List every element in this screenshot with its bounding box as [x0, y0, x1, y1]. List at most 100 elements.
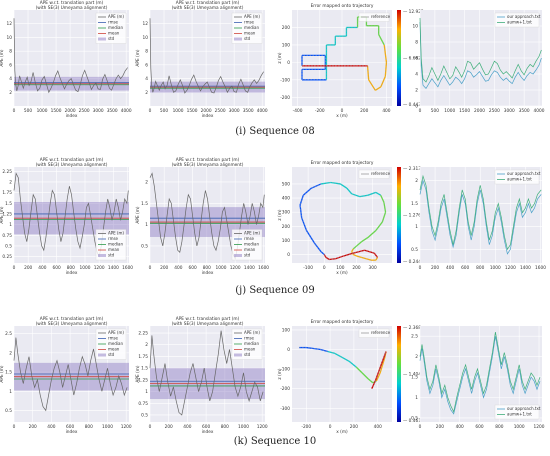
x-tick-label: 400 — [183, 424, 191, 430]
colorbar — [397, 167, 401, 263]
x-tick-label: 3500 — [107, 108, 118, 114]
y-tick-label: 4 — [9, 76, 12, 82]
x-tick-label: 1000 — [80, 265, 91, 271]
trajectory-segment — [361, 372, 369, 380]
reference-path — [299, 182, 386, 261]
y-tick-label: 10 — [143, 35, 149, 41]
y-tick-label: 1 — [415, 224, 418, 230]
colorbar-mid-label: — 6.682 — [403, 56, 421, 62]
y-tick-label: 0.5 — [411, 415, 418, 421]
y-tick-label: 1 — [145, 222, 148, 228]
chart-title: Error mapped onto trajectory — [311, 3, 374, 9]
legend-box — [358, 328, 390, 338]
colorbar-min-label: — 0.443 — [403, 102, 421, 108]
reference-path — [299, 347, 387, 389]
y-tick-label: 1.75 — [138, 354, 148, 360]
legend-label: rmse — [244, 20, 255, 25]
x-tick-label: 0 — [329, 424, 332, 430]
colorbar-mid-label: — 1.404 — [403, 372, 421, 378]
x-tick-label: 600 — [52, 265, 60, 271]
x-tick-label: 800 — [476, 265, 484, 271]
chart-title: Error mapped onto trajectory — [311, 319, 374, 325]
x-tick-label: 1000 — [216, 265, 227, 271]
x-tick-label: 1500 — [187, 108, 198, 114]
x-tick-label: 1000 — [490, 265, 501, 271]
x-tick-label: 400 — [47, 424, 55, 430]
x-tick-label: 0 — [419, 424, 422, 430]
legend-label: std — [244, 36, 251, 41]
chart-subtitle: (with SE(3) Umeyama alignment) — [36, 5, 108, 11]
y-tick-label: 0.5 — [141, 243, 148, 249]
x-tick-label: 0 — [149, 108, 152, 114]
legend-label: aumw+1.txt — [507, 177, 532, 182]
y-tick-label: 100 — [282, 238, 290, 244]
series-line — [149, 18, 264, 94]
series-line — [13, 18, 128, 94]
y-axis-label: APE (m) — [135, 365, 141, 382]
chart-subtitle: (with SE(3) Umeyama alignment) — [172, 321, 244, 327]
y-tick-label: 2.25 — [2, 169, 12, 175]
legend-label: std — [108, 352, 115, 357]
x-axis-label: index — [202, 429, 214, 435]
y-tick-label: 200 — [282, 224, 290, 230]
x-axis-label: x (m) — [336, 429, 348, 435]
legend-label: mean — [244, 247, 256, 252]
y-tick-label: 1.25 — [138, 377, 148, 383]
x-tick-label: 0 — [419, 108, 422, 114]
series-line — [13, 337, 128, 412]
legend-box — [494, 169, 540, 185]
y-tick-label: 1.5 — [411, 201, 418, 207]
y-tick-label: 2.5 — [411, 334, 418, 340]
y-tick-label: 12 — [7, 21, 13, 27]
trajectory-segment — [335, 255, 344, 260]
x-tick-label: 1400 — [108, 265, 119, 271]
x-tick-label: 1000 — [444, 108, 455, 114]
trajectory-segment — [371, 380, 376, 389]
y-axis-label: APE (m) — [0, 365, 5, 382]
y-tick-label: 0 — [287, 60, 290, 66]
y-tick-label: 6 — [145, 62, 148, 68]
chart-panel-r0c2: Error mapped onto trajectory-200-1000100… — [277, 3, 424, 119]
series-line — [149, 330, 264, 416]
legend-label: APE (m) — [244, 14, 260, 19]
y-tick-label: 6 — [9, 62, 12, 68]
x-tick-label: 1000 — [514, 424, 525, 430]
y-tick-label: 500 — [282, 181, 290, 187]
x-tick-label: 3000 — [504, 108, 515, 114]
x-tick-label: 4000 — [121, 108, 132, 114]
y-tick-label: 10 — [7, 35, 13, 41]
x-tick-label: 1400 — [520, 265, 531, 271]
y-tick-label: 1.5 — [5, 201, 12, 207]
y-tick-label: 100 — [282, 42, 290, 48]
legend-label: aumw+1.txt — [507, 20, 532, 25]
x-tick-label: 400 — [38, 265, 46, 271]
caption-seq-09: (j) Sequence 09 — [235, 285, 315, 296]
legend-label: rmse — [108, 236, 119, 241]
caption-seq-10: (k) Sequence 10 — [233, 436, 317, 447]
x-tick-label: -100 — [303, 265, 313, 271]
legend-label: rmse — [244, 336, 255, 341]
legend-label: mean — [108, 247, 120, 252]
legend-label: rmse — [108, 20, 119, 25]
y-tick-label: 1 — [9, 222, 12, 228]
legend-label: aumw+1.txt — [507, 412, 532, 417]
x-tick-label: 200 — [29, 424, 37, 430]
x-tick-label: 200 — [24, 265, 32, 271]
legend-label: median — [108, 25, 123, 30]
chart-panel-r2c3: 0.5 1 1.5 2 2.5 0 200 400 600 800 1000 1200 our appr… — [411, 326, 545, 430]
x-tick-label: 3000 — [93, 108, 104, 114]
legend-box — [358, 169, 390, 179]
legend-label: APE (m) — [108, 14, 124, 19]
y-tick-label: 2 — [145, 90, 148, 96]
chart-panel-r2c0: APE w.r.t. translation part (m)(with SE(… — [0, 316, 132, 435]
y-tick-label: 1.5 — [5, 370, 12, 376]
x-axis-label: index — [66, 270, 78, 276]
x-tick-label: 1000 — [37, 108, 48, 114]
x-axis-label: x (m) — [336, 270, 348, 276]
legend-box — [494, 12, 540, 28]
legend-label: median — [108, 242, 123, 247]
chart-title: Error mapped onto trajectory — [311, 160, 374, 166]
